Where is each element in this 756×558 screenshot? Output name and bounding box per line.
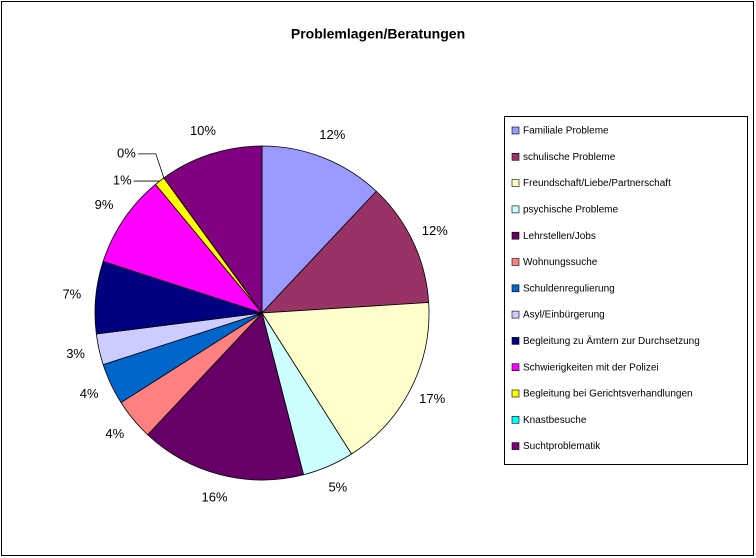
pie-slice — [147, 312, 305, 481]
data-label: 12% — [319, 127, 345, 142]
legend-label: Schuldenregulierung — [523, 283, 615, 294]
legend-label: Begleitung bei Gerichtsverhandlungen — [523, 389, 693, 400]
chart-title: Problemlagen/Beratungen — [291, 26, 465, 42]
legend-label: Begleitung zu Ämtern zur Durchsetzung — [523, 335, 700, 347]
data-label: 3% — [66, 346, 85, 361]
pie-slice — [163, 145, 263, 315]
legend-swatch — [511, 205, 520, 214]
legend-swatch — [511, 258, 520, 266]
legend-swatch — [511, 337, 520, 345]
data-label: 10% — [190, 123, 216, 138]
legend-label: Schwierigkeiten mit der Polizei — [523, 362, 659, 373]
data-label: 0% — [117, 145, 136, 160]
legend-label: Asyl/Einbürgerung — [523, 310, 605, 321]
pie-slice — [261, 190, 430, 314]
legend-label: Wohnungssuche — [523, 257, 598, 268]
legend-swatch — [511, 231, 520, 240]
data-label: 16% — [201, 489, 227, 504]
legend-swatch — [511, 179, 520, 187]
legend-label: psychische Probleme — [523, 205, 618, 216]
pie-slice — [102, 183, 264, 314]
legend-label: Knastbesuche — [523, 415, 587, 426]
data-label: 5% — [328, 480, 347, 495]
leader-line — [137, 153, 165, 179]
data-label: 9% — [95, 197, 114, 212]
data-label: 1% — [113, 172, 132, 187]
legend-label: Lehrstellen/Jobs — [523, 231, 596, 242]
legend-label: Suchtproblematik — [523, 441, 601, 452]
legend-swatch — [511, 363, 520, 372]
legend-label: schulische Probleme — [523, 152, 616, 163]
legend-swatch — [511, 442, 520, 450]
data-label: 4% — [80, 386, 99, 401]
pie-slice — [261, 145, 377, 315]
data-label: 12% — [422, 223, 448, 238]
pie-slice — [261, 302, 430, 455]
legend-label: Familiale Probleme — [523, 126, 609, 137]
legend-swatch — [511, 310, 520, 319]
legend-box — [504, 116, 748, 465]
legend-swatch — [511, 284, 520, 293]
data-label: 4% — [105, 426, 124, 441]
legend-swatch — [511, 415, 520, 424]
data-label: 17% — [419, 391, 445, 406]
legend-swatch — [511, 153, 520, 161]
data-label: 7% — [62, 286, 81, 301]
legend-swatch — [511, 126, 520, 135]
legend-swatch — [511, 389, 520, 398]
legend-label: Freundschaft/Liebe/Partnerschaft — [523, 178, 671, 189]
